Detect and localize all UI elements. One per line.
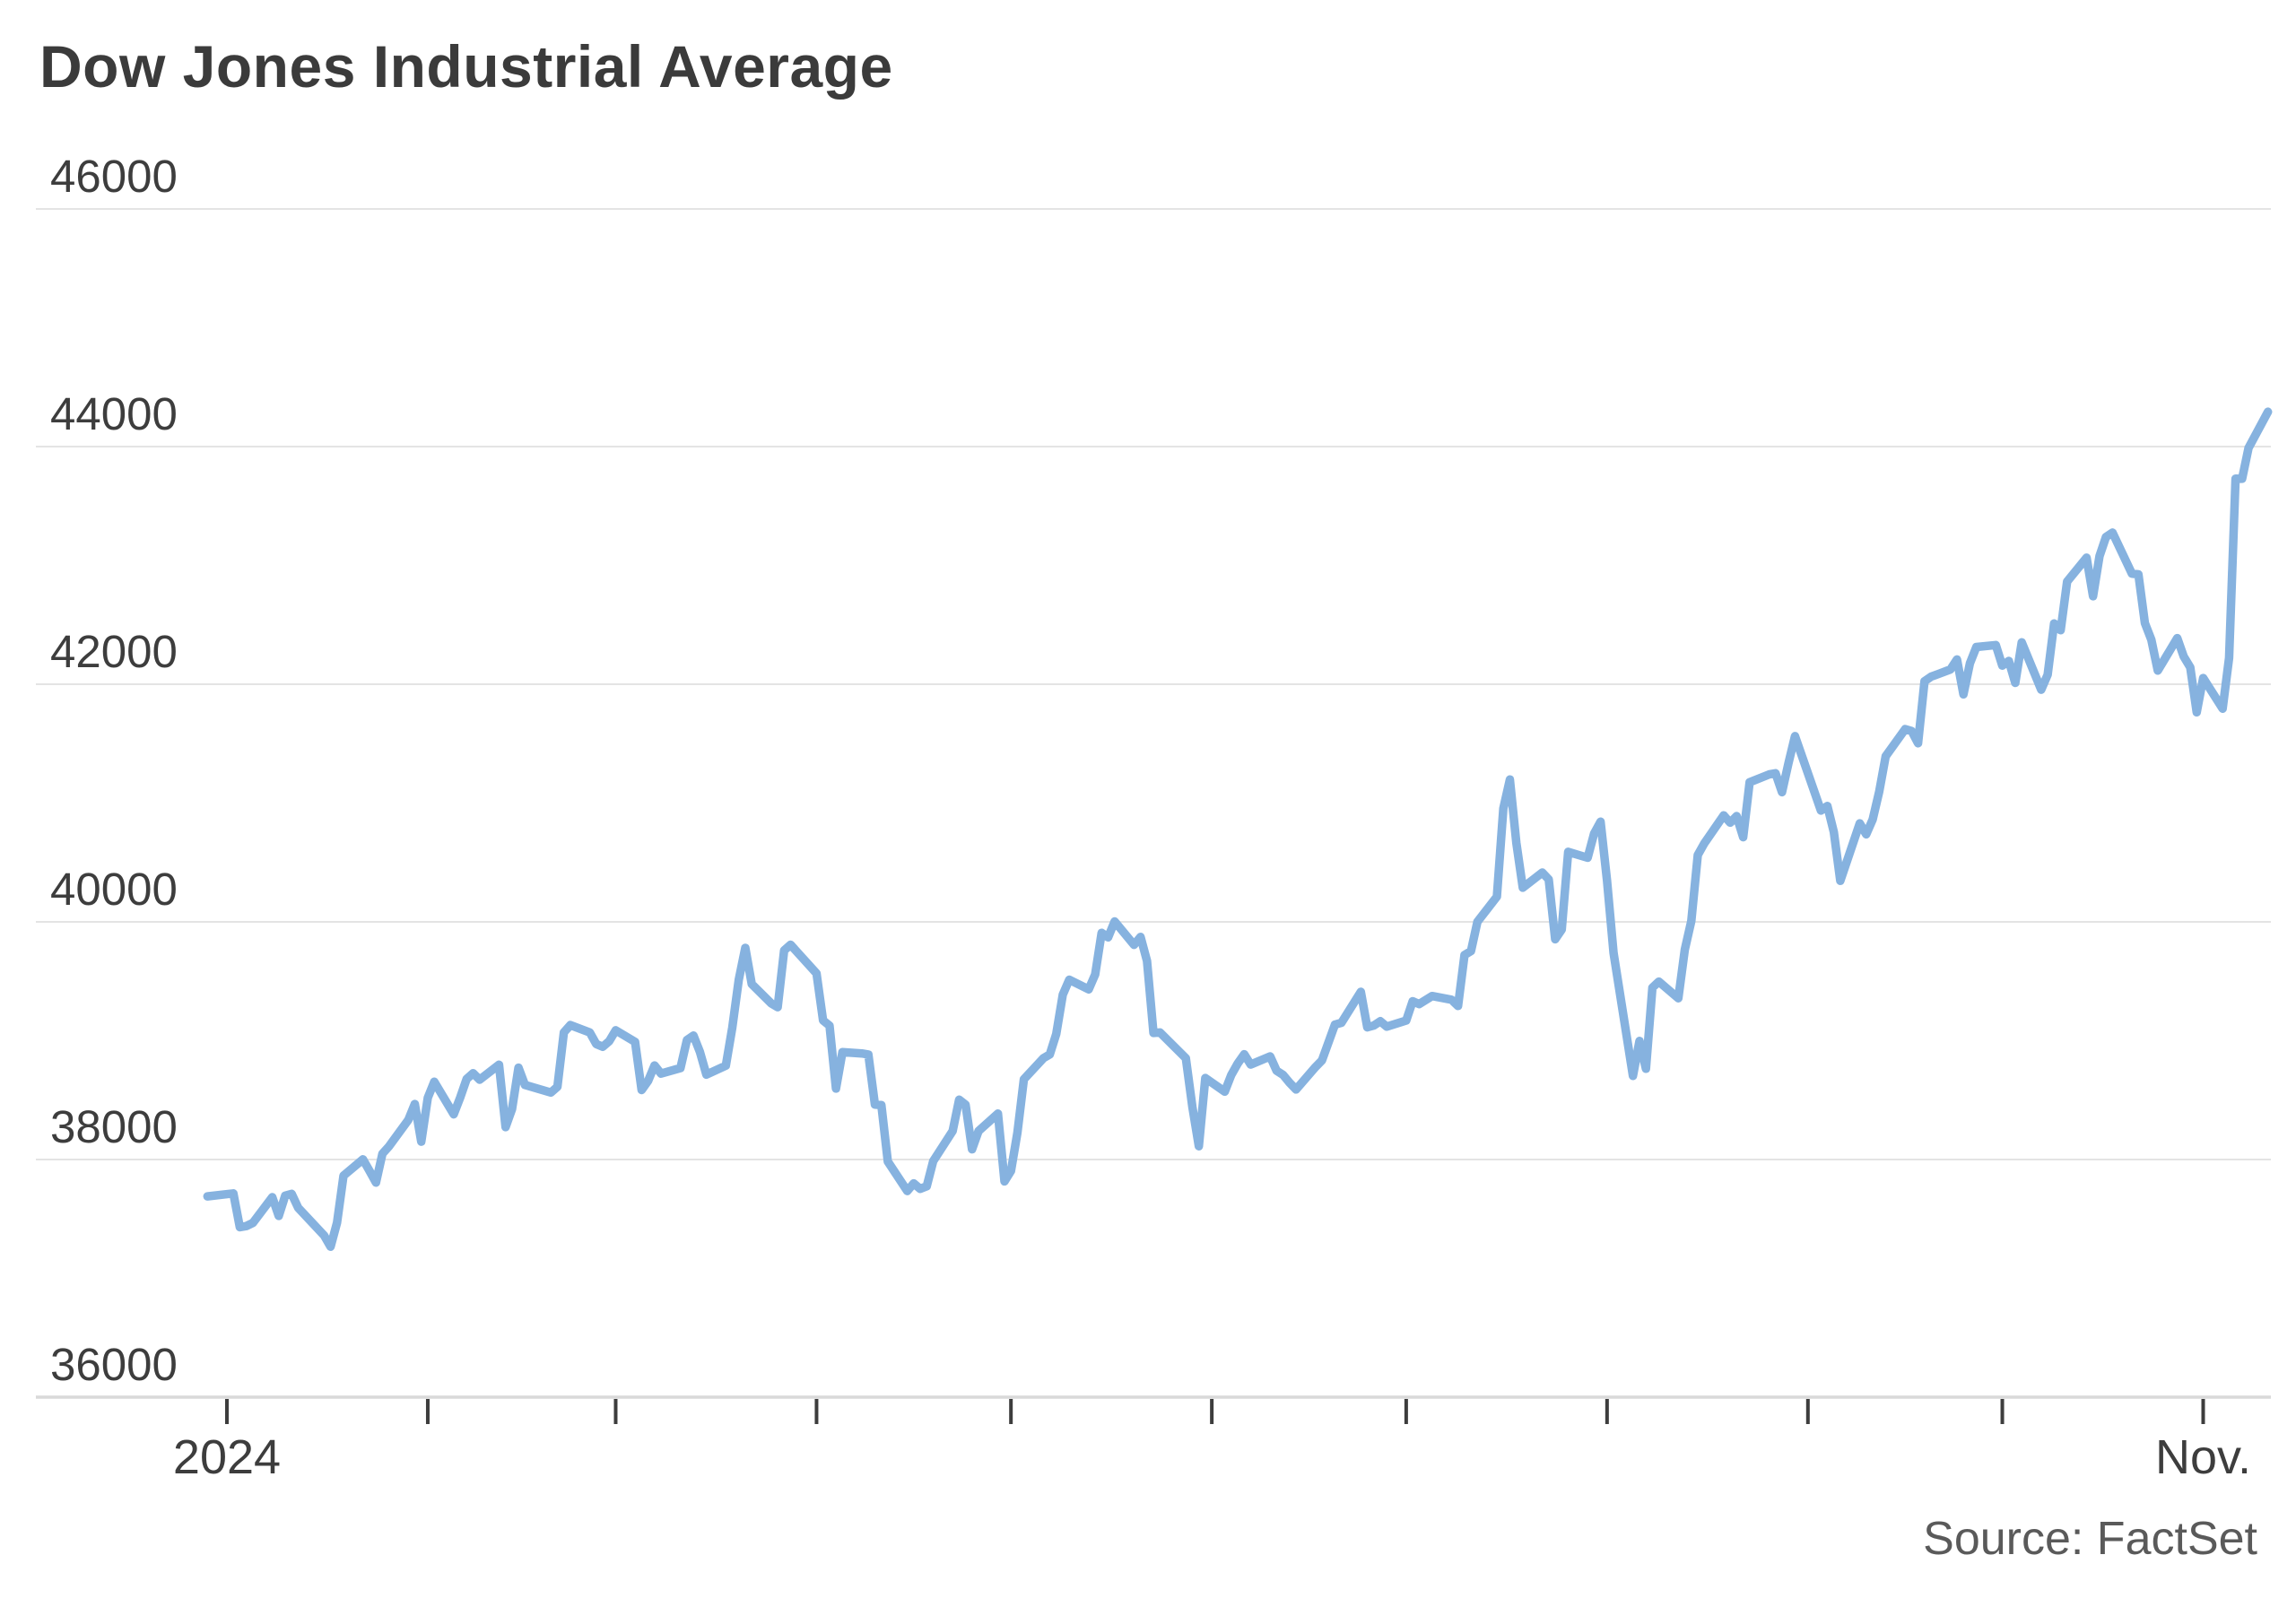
x-axis-label-2024: 2024	[172, 1430, 282, 1484]
source-credit: Source: FactSet	[1923, 1513, 2257, 1565]
chart-line	[203, 407, 2273, 1251]
y-axis-label-38000: 38000	[50, 1101, 178, 1152]
y-axis-label-42000: 42000	[50, 626, 178, 677]
y-axis-label-36000: 36000	[50, 1339, 178, 1390]
x-axis-label-nov: Nov.	[2154, 1430, 2252, 1484]
y-axis-label-40000: 40000	[50, 864, 178, 915]
y-axis-label-46000: 46000	[50, 151, 178, 202]
y-axis-label-44000: 44000	[50, 388, 178, 439]
chart-title: Dow Jones Industrial Average	[39, 33, 893, 100]
